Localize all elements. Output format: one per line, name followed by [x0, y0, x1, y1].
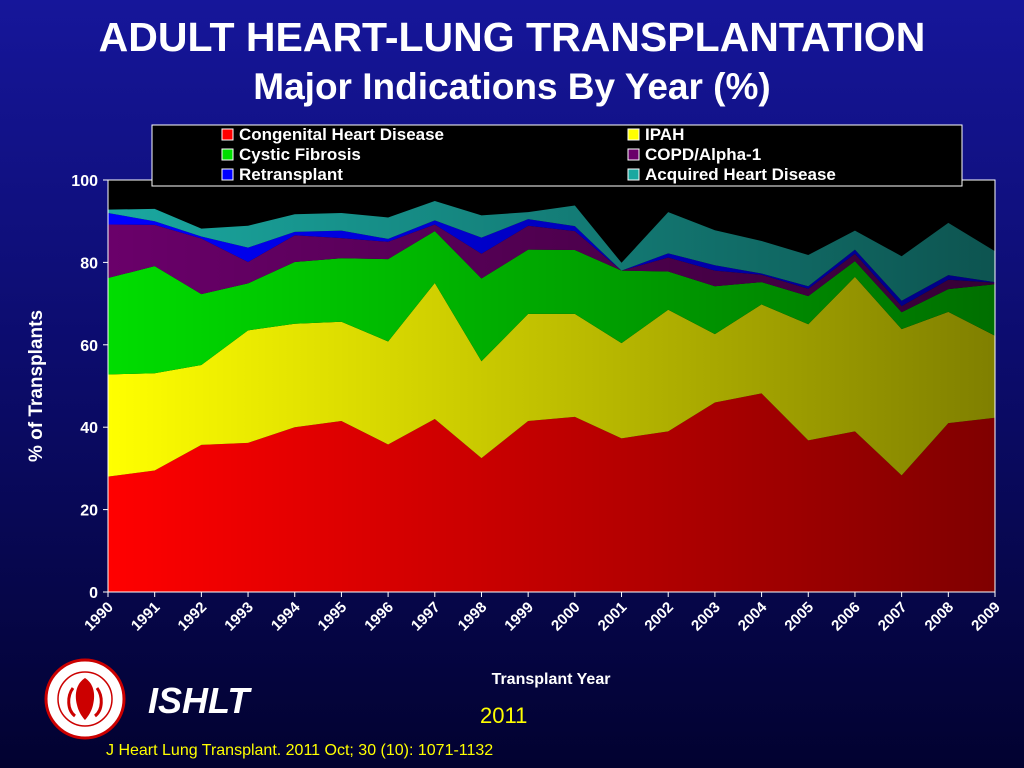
area-series-group	[108, 201, 995, 592]
chart-subtitle: Major Indications By Year (%)	[253, 66, 771, 107]
x-axis: 1990 1991 1992 1993 1994 1995 1996 1997 1998 1999…	[81, 592, 1004, 634]
ishlt-logo	[44, 658, 126, 740]
legend-swatch	[627, 168, 640, 181]
x-tick-label: 1996	[361, 599, 397, 635]
y-tick-label: 80	[80, 255, 98, 272]
legend-swatch	[627, 128, 640, 141]
citation: J Heart Lung Transplant. 2011 Oct; 30 (1…	[106, 742, 494, 759]
x-tick-label: 2004	[735, 598, 771, 634]
chart-title: ADULT HEART-LUNG TRANSPLANTATION	[98, 14, 926, 60]
y-tick-label: 100	[71, 173, 98, 190]
legend-swatch	[221, 148, 234, 161]
x-tick-label: 2009	[968, 599, 1004, 635]
legend-swatch	[221, 128, 234, 141]
legend-swatch	[221, 168, 234, 181]
x-tick-label: 1991	[128, 599, 164, 635]
x-tick-label: 2003	[688, 599, 724, 635]
y-tick-label: 20	[80, 503, 98, 520]
x-tick-label: 1999	[501, 599, 537, 635]
legend-label: COPD/Alpha-1	[645, 145, 761, 164]
x-axis-label: Transplant Year	[492, 671, 611, 688]
x-tick-label: 2006	[828, 599, 864, 635]
legend-label: Cystic Fibrosis	[239, 145, 361, 164]
legend-label: Retransplant	[239, 165, 343, 184]
x-tick-label: 2001	[595, 599, 631, 635]
legend-box	[151, 124, 963, 187]
legend-label: Congenital Heart Disease	[239, 125, 444, 144]
x-tick-label: 1992	[175, 599, 211, 635]
x-tick-label: 2007	[875, 599, 911, 635]
x-tick-label: 1994	[268, 598, 304, 634]
y-tick-label: 40	[80, 420, 98, 437]
publication-year: 2011	[480, 703, 528, 728]
y-tick-label: 60	[80, 338, 98, 355]
legend: Congenital Heart Disease IPAH Cystic Fibro…	[151, 124, 963, 187]
y-tick-label: 0	[89, 585, 98, 602]
x-tick-label: 2008	[922, 599, 958, 635]
x-tick-label: 1995	[315, 599, 351, 635]
legend-label: Acquired Heart Disease	[645, 165, 836, 184]
y-axis: 0 20 40 60 80 100	[71, 173, 108, 602]
x-tick-label: 1997	[408, 599, 444, 635]
x-tick-label: 1990	[81, 599, 117, 635]
org-name: ISHLT	[148, 680, 250, 721]
y-axis-label: % of Transplants	[26, 310, 47, 462]
x-tick-label: 2000	[548, 599, 584, 635]
legend-label: IPAH	[645, 125, 684, 144]
x-tick-label: 1993	[221, 599, 257, 635]
x-tick-label: 2002	[641, 599, 677, 635]
legend-swatch	[627, 148, 640, 161]
x-tick-label: 2005	[781, 599, 817, 635]
x-tick-label: 1998	[455, 599, 491, 635]
